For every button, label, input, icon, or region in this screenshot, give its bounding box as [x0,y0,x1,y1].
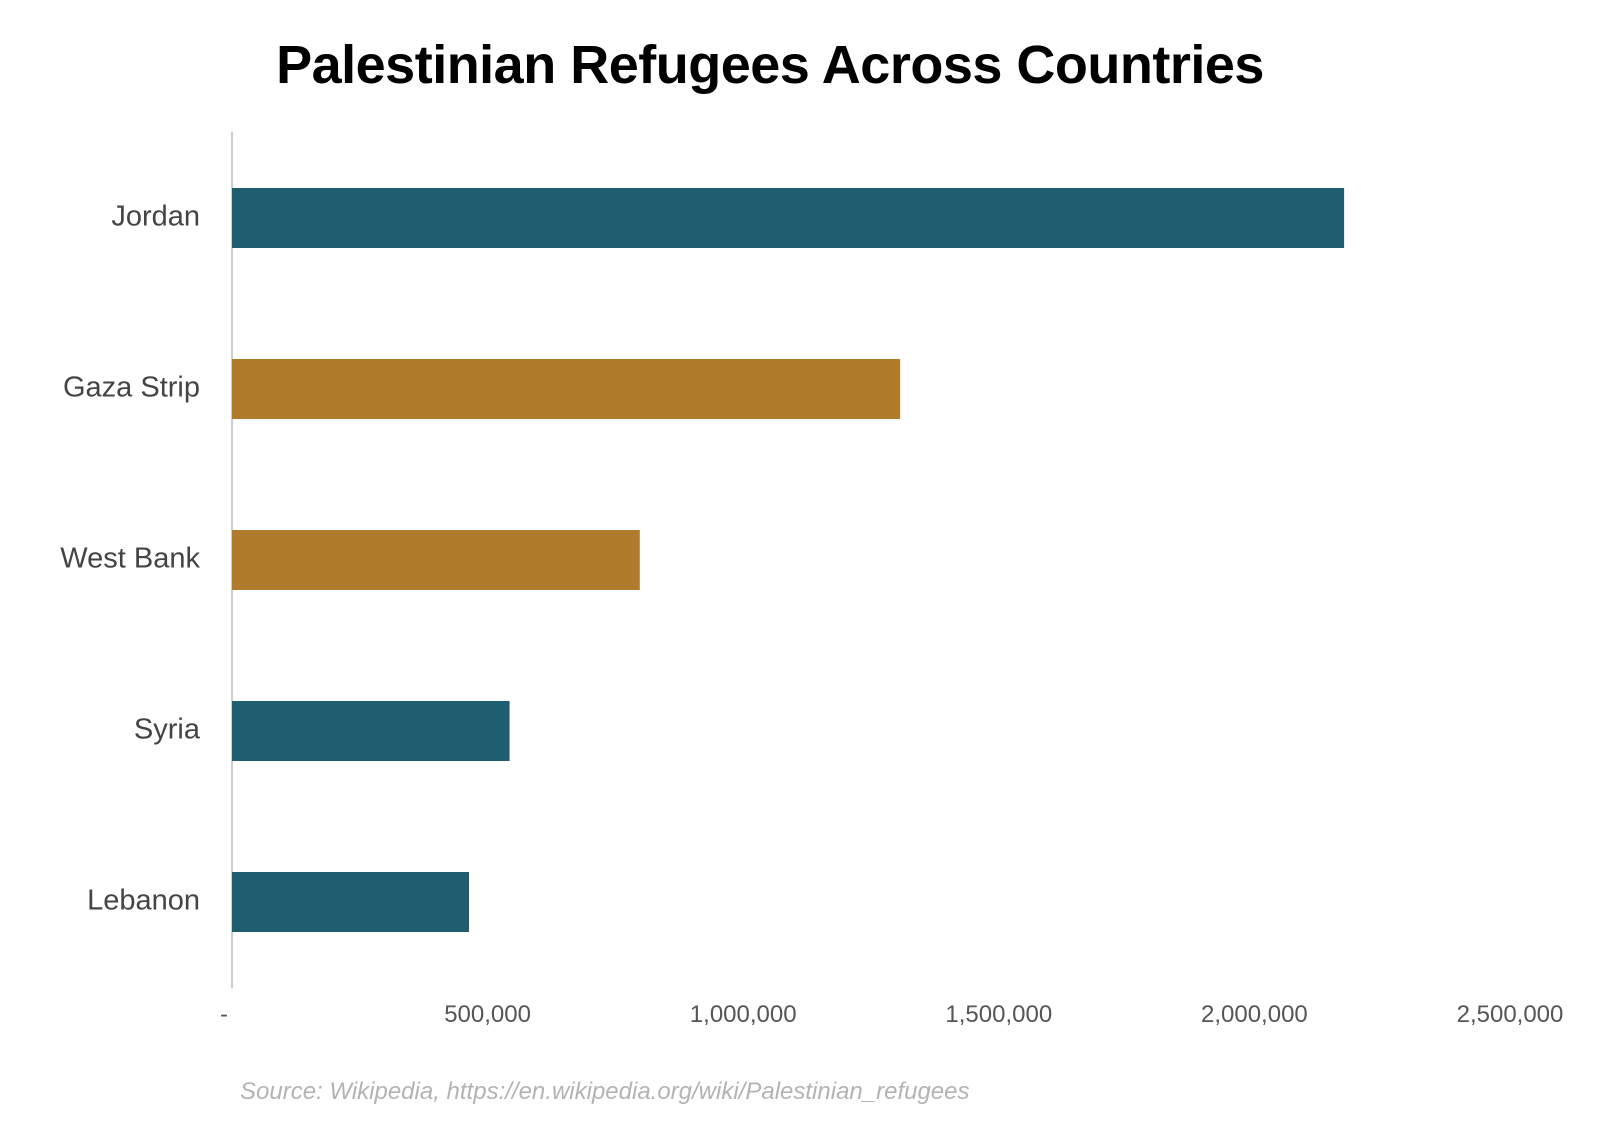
x-tick-label: - [220,1001,228,1028]
bar-jordan [232,188,1345,248]
chart-title: Palestinian Refugees Across Countries [276,35,1264,95]
bar-lebanon [232,872,470,932]
bars-group [232,188,1345,932]
bar-west-bank [232,530,640,590]
category-label-syria: Syria [134,714,201,746]
category-label-gaza-strip: Gaza Strip [63,372,200,404]
x-tick-labels-group: - 500,000 1,000,000 1,500,000 2,000,000 2,500… [220,1001,1563,1028]
x-tick-label: 1,000,000 [690,1001,797,1028]
bar-syria [232,701,510,761]
source-note: Source: Wikipedia, https://en.wikipedia.… [240,1078,970,1105]
category-label-lebanon: Lebanon [87,885,200,917]
bar-gaza-strip [232,359,901,419]
x-tick-label: 2,500,000 [1457,1001,1564,1028]
category-label-jordan: Jordan [111,201,200,233]
category-labels-group: Jordan Gaza Strip West Bank Syria Lebanon [60,201,201,917]
category-label-west-bank: West Bank [60,543,200,575]
x-tick-label: 2,000,000 [1201,1001,1308,1028]
x-tick-label: 1,500,000 [945,1001,1052,1028]
x-tick-label: 500,000 [444,1001,531,1028]
